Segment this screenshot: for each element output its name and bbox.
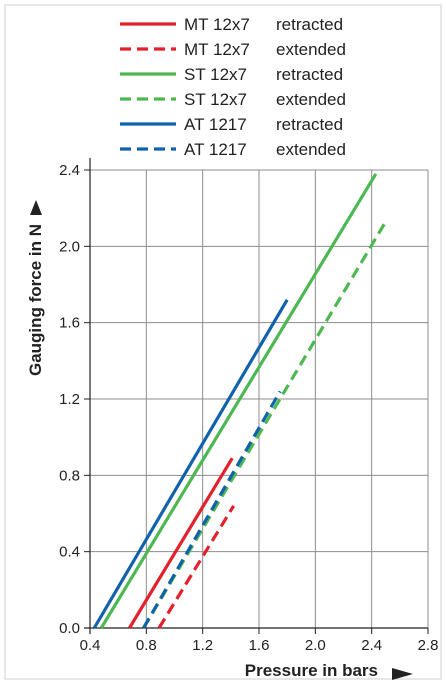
legend-name-2: ST 12x7 — [184, 65, 247, 84]
y-tick-label-0: 0.0 — [59, 620, 80, 637]
x-tick-label-1: 0.8 — [136, 637, 157, 654]
x-axis-title: Pressure in bars — [245, 661, 378, 680]
y-tick-label-6: 2.4 — [59, 162, 80, 179]
y-axis-title: Gauging force in N — [26, 224, 45, 376]
y-tick-label-4: 1.6 — [59, 315, 80, 332]
legend-state-5: extended — [276, 140, 346, 159]
legend-state-3: extended — [276, 90, 346, 109]
legend-state-1: extended — [276, 40, 346, 59]
legend-name-0: MT 12x7 — [184, 15, 250, 34]
x-tick-label-2: 1.2 — [192, 637, 213, 654]
y-tick-label-3: 1.2 — [59, 391, 80, 408]
x-tick-label-5: 2.4 — [361, 637, 382, 654]
legend-name-3: ST 12x7 — [184, 90, 247, 109]
legend-state-4: retracted — [276, 115, 343, 134]
legend-name-4: AT 1217 — [184, 115, 247, 134]
y-tick-label-5: 2.0 — [59, 238, 80, 255]
y-tick-label-1: 0.4 — [59, 544, 80, 561]
x-tick-label-0: 0.4 — [80, 637, 101, 654]
legend-state-0: retracted — [276, 15, 343, 34]
legend-state-2: retracted — [276, 65, 343, 84]
x-tick-label-3: 1.6 — [249, 637, 270, 654]
y-tick-label-2: 0.8 — [59, 467, 80, 484]
x-tick-label-4: 2.0 — [305, 637, 326, 654]
legend-name-5: AT 1217 — [184, 140, 247, 159]
x-tick-label-6: 2.8 — [418, 637, 439, 654]
legend-name-1: MT 12x7 — [184, 40, 250, 59]
